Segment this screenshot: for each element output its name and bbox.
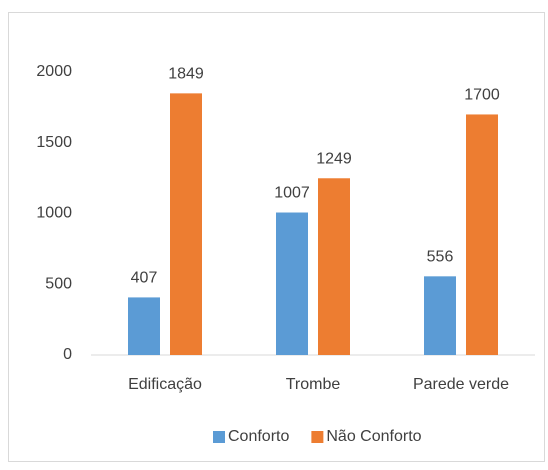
data-label: 1249 — [316, 150, 352, 167]
y-tick-label: 1000 — [36, 205, 72, 222]
legend-label: Não Conforto — [326, 428, 421, 445]
legend-label: Conforto — [228, 428, 289, 445]
y-tick-label: 0 — [63, 346, 72, 363]
x-tick-label: Parede verde — [413, 376, 509, 393]
bar — [466, 114, 498, 355]
data-label: 1007 — [274, 185, 310, 202]
y-tick-label: 1500 — [36, 134, 72, 151]
x-tick-label: Trombe — [286, 376, 341, 393]
legend-swatch — [311, 431, 324, 443]
bar — [318, 178, 350, 355]
bar — [424, 276, 456, 355]
legend-swatch — [213, 431, 225, 443]
x-tick-label: Edificação — [128, 376, 202, 393]
y-tick-label: 500 — [45, 275, 72, 292]
bar — [170, 93, 202, 355]
bar — [276, 212, 308, 355]
data-label: 1700 — [464, 87, 500, 104]
data-label: 556 — [427, 249, 454, 266]
data-label: 407 — [131, 270, 158, 287]
bar — [128, 297, 160, 355]
data-label: 1849 — [168, 66, 204, 83]
y-tick-label: 2000 — [36, 63, 72, 80]
